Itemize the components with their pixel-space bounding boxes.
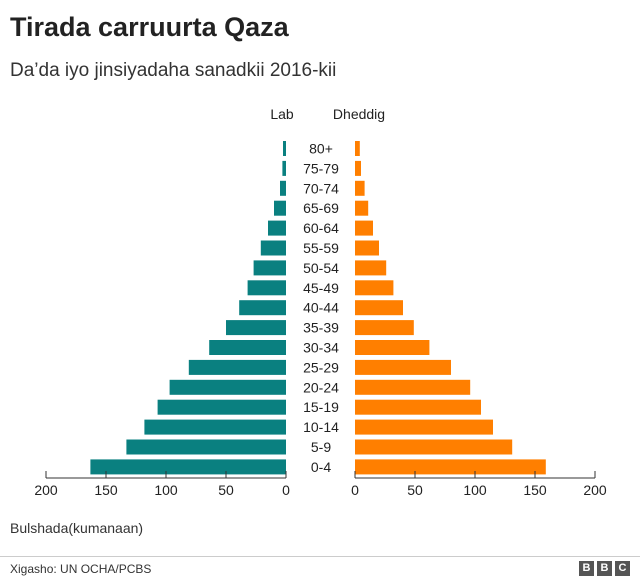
age-group-label: 65-69 (303, 200, 339, 216)
bar-male (169, 379, 286, 395)
tick-label-right: 50 (407, 482, 423, 498)
bar-female (355, 459, 546, 475)
bar-female (355, 260, 387, 276)
age-group-label: 70-74 (303, 180, 339, 196)
tick-label-right: 0 (351, 482, 359, 498)
bar-female (355, 200, 369, 216)
bar-female (355, 379, 471, 395)
bar-female (355, 320, 414, 336)
bar-female (355, 240, 379, 256)
legend-male: Lab (270, 106, 294, 122)
age-group-label: 35-39 (303, 320, 339, 336)
bar-male (144, 419, 286, 435)
chart-subtitle: Da’da iyo jinsiyadaha sanadkii 2016-kii (10, 60, 337, 81)
age-group-label: 80+ (309, 141, 333, 157)
bbc-logo: B B C (579, 561, 630, 576)
age-group-label: 55-59 (303, 240, 339, 256)
population-pyramid-chart: Lab Dheddig 80+ 75-79 70-74 65-69 60-64 55-59 50… (34, 106, 607, 498)
bbc-logo-letter: B (579, 561, 594, 576)
source-credit: Xigasho: UN OCHA/PCBS (10, 562, 152, 576)
bar-male (253, 260, 286, 276)
age-group-label: 45-49 (303, 280, 339, 296)
age-group-label: 20-24 (303, 379, 339, 395)
bar-female (355, 180, 365, 196)
bar-male (280, 180, 286, 196)
units-note: Bulshada(kumanaan) (10, 520, 144, 536)
tick-label-left: 0 (282, 482, 290, 498)
age-group-label: 10-14 (303, 419, 339, 435)
tick-label-left: 150 (94, 482, 118, 498)
age-group-label: 25-29 (303, 359, 339, 375)
tick-label-right: 150 (523, 482, 547, 498)
bar-male (157, 399, 286, 415)
bar-female (355, 359, 451, 375)
age-group-label: 50-54 (303, 260, 339, 276)
chart-title: Tirada carruurta Qaza (10, 12, 289, 42)
bar-female (355, 419, 493, 435)
bar-female (355, 141, 360, 156)
tick-label-right: 200 (583, 482, 607, 498)
age-group-label: 75-79 (303, 160, 339, 176)
bar-male (90, 459, 287, 475)
age-group-label: 0-4 (311, 459, 331, 475)
bar-male (260, 240, 286, 256)
age-group-label: 30-34 (303, 340, 339, 356)
bar-male (226, 320, 286, 336)
bar-male (274, 200, 286, 216)
bar-male (209, 340, 286, 355)
age-group-label: 60-64 (303, 220, 339, 236)
bar-female (355, 280, 394, 296)
bar-female (355, 300, 403, 316)
bar-female (355, 439, 513, 455)
bar-male (188, 359, 286, 375)
footer-divider (0, 556, 640, 557)
bar-female (355, 399, 481, 415)
tick-label-right: 100 (463, 482, 487, 498)
legend-female: Dheddig (333, 106, 385, 122)
bar-female (355, 160, 361, 176)
bar-female (355, 220, 373, 236)
age-group-label: 5-9 (311, 439, 331, 455)
tick-label-left: 200 (34, 482, 58, 498)
bar-male (283, 141, 286, 156)
age-group-label: 15-19 (303, 399, 339, 415)
bar-male (239, 300, 286, 316)
age-group-label: 40-44 (303, 300, 339, 316)
bar-male (247, 280, 286, 296)
bar-male (282, 160, 286, 176)
bar-male (126, 439, 287, 455)
tick-label-left: 100 (154, 482, 178, 498)
bbc-logo-letter: C (615, 561, 630, 576)
bbc-logo-letter: B (597, 561, 612, 576)
tick-label-left: 50 (218, 482, 234, 498)
bar-male (268, 220, 286, 236)
bar-female (355, 340, 430, 355)
